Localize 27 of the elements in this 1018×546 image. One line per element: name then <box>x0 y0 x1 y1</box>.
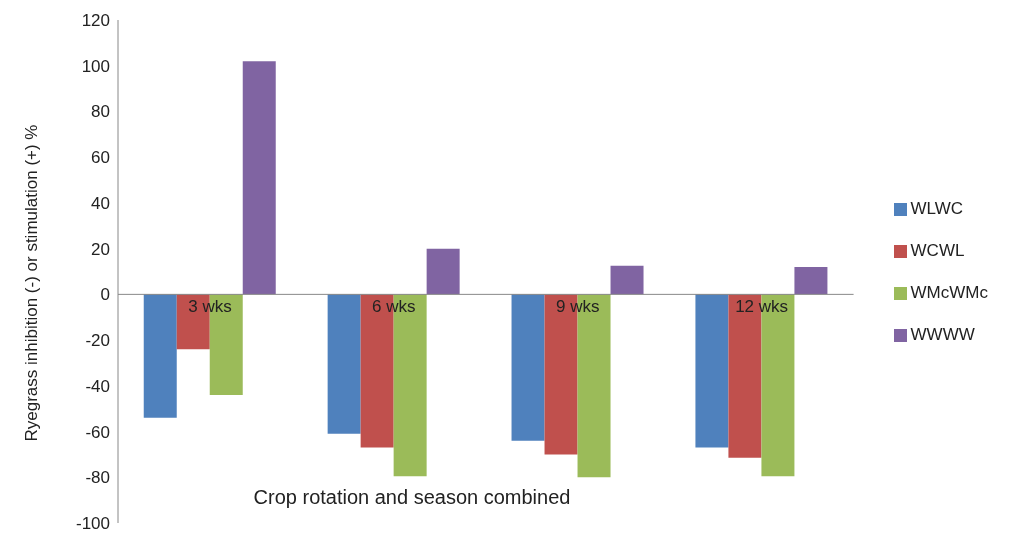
y-tick-label: 40 <box>91 193 110 213</box>
y-tick-label: -100 <box>75 514 110 534</box>
legend-label: WLWC <box>910 199 964 218</box>
bar <box>695 294 729 448</box>
y-tick-label: 120 <box>81 11 110 31</box>
y-tick-label: -20 <box>85 331 110 351</box>
bar <box>426 248 460 295</box>
y-tick-label: 80 <box>91 102 110 122</box>
y-tick-label: 0 <box>100 285 110 305</box>
y-tick-label: 100 <box>81 56 110 76</box>
y-tick-label: 60 <box>91 148 110 168</box>
y-tick-label: 20 <box>91 239 110 259</box>
legend-label: WCWL <box>910 241 965 260</box>
legend-label: WMcWMc <box>910 283 988 302</box>
bar <box>610 265 644 295</box>
bar <box>511 294 545 441</box>
y-tick-label: -60 <box>85 422 110 442</box>
bar <box>761 294 795 477</box>
legend-label: WWWW <box>910 325 975 344</box>
bar <box>143 294 177 418</box>
bar <box>794 266 828 295</box>
y-tick-label: -80 <box>85 468 110 488</box>
bar <box>327 294 361 434</box>
x-axis-title: Crop rotation and season combined <box>252 486 572 509</box>
y-tick-label: -40 <box>85 376 110 396</box>
bar <box>242 61 276 295</box>
y-axis-title: Ryegrass inhibition (-) or stimulation (+) % <box>22 124 42 442</box>
